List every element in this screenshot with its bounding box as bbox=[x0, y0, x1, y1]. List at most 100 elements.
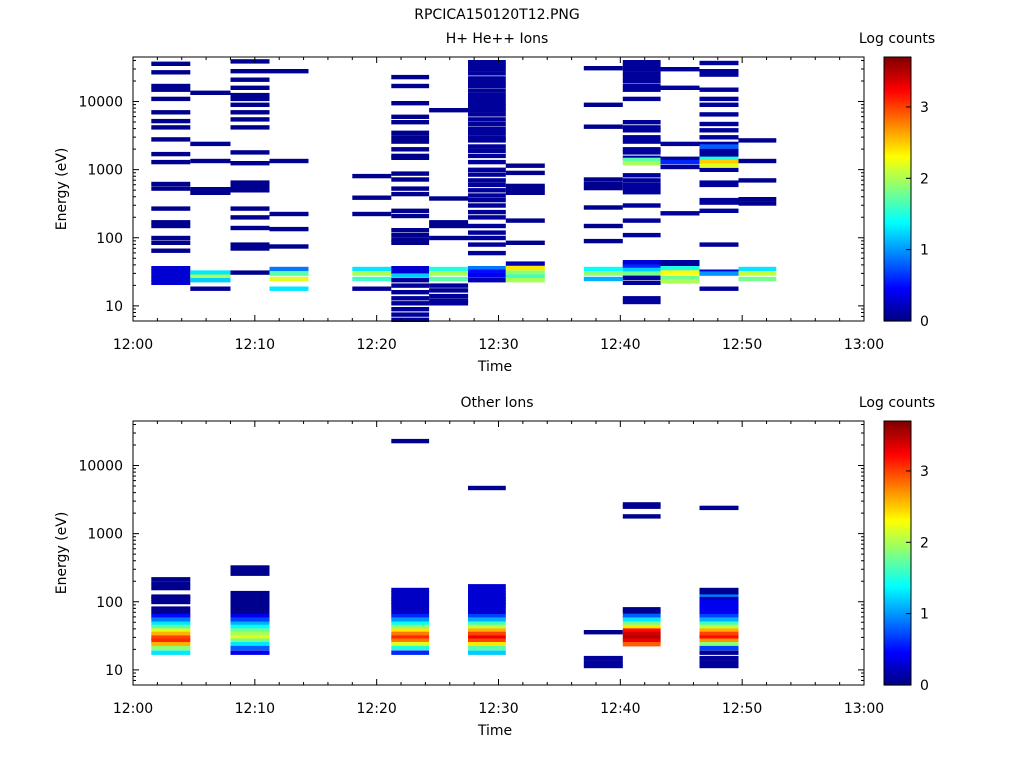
other-ions-cell bbox=[622, 628, 661, 633]
other-ions-cell bbox=[699, 613, 739, 619]
h-ions-cell bbox=[151, 83, 191, 89]
colorbar-segment bbox=[884, 592, 911, 596]
colorbar-segment bbox=[884, 259, 911, 263]
h-ions-cell bbox=[391, 278, 430, 283]
other-ions-cell bbox=[468, 642, 506, 647]
other-ions-cell bbox=[468, 606, 506, 611]
other-ions-cell bbox=[468, 628, 506, 633]
panel-other-ions-title: Other Ions bbox=[460, 395, 533, 411]
h-ions-cell bbox=[468, 209, 506, 215]
h-ions-cell bbox=[230, 96, 270, 102]
colorbar-segment bbox=[884, 614, 911, 618]
h-ions-ytick-label: 100 bbox=[96, 231, 123, 247]
h-ions-cell bbox=[622, 157, 661, 163]
other-ions-cell bbox=[699, 599, 739, 605]
other-ions-cell bbox=[151, 628, 191, 633]
colorbar-segment bbox=[884, 200, 911, 203]
colorbar-segment bbox=[884, 436, 911, 440]
h-ions-cell bbox=[230, 161, 270, 166]
colorbar-segment bbox=[884, 277, 911, 280]
h-ions-cell bbox=[391, 130, 430, 135]
other-ions-cell bbox=[230, 606, 270, 611]
h-ions-cell bbox=[622, 218, 661, 223]
colorbar-segment bbox=[884, 90, 911, 93]
h-ions-cell bbox=[660, 270, 700, 275]
colorbar-segment bbox=[884, 61, 911, 65]
colorbar-segment bbox=[884, 425, 911, 429]
other-ions-cell bbox=[468, 624, 506, 630]
other-ions-cell bbox=[391, 631, 430, 637]
colorbar-segment bbox=[884, 517, 911, 521]
h-ions-cell bbox=[391, 290, 430, 295]
colorbar-segment bbox=[884, 432, 911, 435]
other-ions-cell bbox=[391, 645, 430, 651]
h-ions-cell bbox=[230, 77, 270, 82]
h-ions-cell bbox=[468, 67, 506, 72]
colorbar-segment bbox=[884, 70, 911, 73]
h-ions-cell bbox=[230, 59, 270, 64]
colorbar-segment bbox=[884, 142, 911, 146]
colorbar-segment bbox=[884, 476, 911, 479]
h-ions-cell bbox=[660, 275, 700, 280]
colorbar-tick-label: 3 bbox=[920, 100, 929, 116]
colorbar-segment bbox=[884, 87, 911, 91]
colorbar-segment bbox=[884, 310, 911, 313]
h-ions-cell bbox=[468, 250, 506, 256]
colorbar-segment bbox=[884, 504, 911, 508]
h-ions-cell bbox=[622, 128, 661, 133]
other-ions-cell bbox=[468, 602, 506, 608]
colorbar-segment bbox=[884, 195, 911, 199]
h-ions-cell bbox=[230, 225, 270, 231]
h-ions-cell bbox=[352, 195, 392, 200]
colorbar-segment bbox=[884, 285, 911, 289]
other-ions-cell bbox=[151, 624, 191, 630]
h-ions-cell bbox=[151, 96, 191, 102]
h-ions-cell bbox=[230, 69, 270, 74]
h-ions-cell bbox=[230, 92, 270, 98]
h-ions-cell bbox=[583, 205, 623, 210]
h-ions-cell bbox=[699, 167, 739, 172]
colorbar-segment bbox=[884, 173, 911, 177]
h-ions-cell bbox=[230, 270, 270, 275]
colorbar-segment bbox=[884, 447, 911, 451]
h-ions-xtick-label: 12:40 bbox=[600, 337, 640, 353]
colorbar-segment bbox=[884, 279, 911, 282]
colorbar-segment bbox=[884, 79, 911, 82]
other-ions-cell bbox=[151, 635, 191, 640]
h-ions-cell bbox=[622, 150, 661, 155]
colorbar-segment bbox=[884, 502, 911, 506]
h-ions-cell bbox=[269, 211, 309, 217]
h-ions-cell bbox=[391, 155, 430, 160]
h-ions-cell bbox=[660, 260, 700, 265]
h-ions-cell bbox=[468, 148, 506, 153]
other-ions-xtick-label: 12:40 bbox=[600, 701, 640, 717]
h-ions-cell bbox=[468, 215, 506, 220]
h-ions-cell bbox=[151, 87, 191, 92]
colorbar-segment bbox=[884, 460, 911, 464]
colorbar-segment bbox=[884, 175, 911, 179]
other-ions-xtick-label: 13:00 bbox=[844, 701, 884, 717]
colorbar-segment bbox=[884, 101, 911, 104]
colorbar-segment bbox=[884, 105, 911, 109]
h-ions-cell bbox=[429, 223, 469, 229]
colorbar-segment bbox=[884, 656, 911, 660]
colorbar-segment bbox=[884, 484, 911, 488]
colorbar-segment bbox=[884, 434, 911, 437]
h-ions-cell bbox=[151, 240, 191, 245]
h-ions-cell bbox=[468, 188, 506, 193]
other-ions-cell bbox=[468, 621, 506, 626]
other-ions-cell bbox=[622, 631, 661, 637]
other-ions-cell bbox=[230, 610, 270, 615]
h-ions-cell bbox=[230, 246, 270, 251]
colorbar-segment bbox=[884, 241, 911, 245]
colorbar-segment bbox=[884, 140, 911, 144]
colorbar-segment bbox=[884, 114, 911, 117]
h-ions-cell bbox=[391, 228, 430, 233]
colorbar-segment bbox=[884, 266, 911, 269]
other-ions-cell bbox=[151, 599, 191, 605]
colorbar-segment bbox=[884, 244, 911, 247]
other-ions-cell bbox=[699, 590, 739, 596]
other-ions-cell bbox=[391, 590, 430, 596]
h-ions-cell bbox=[230, 180, 270, 185]
h-ions-cell bbox=[738, 178, 777, 183]
